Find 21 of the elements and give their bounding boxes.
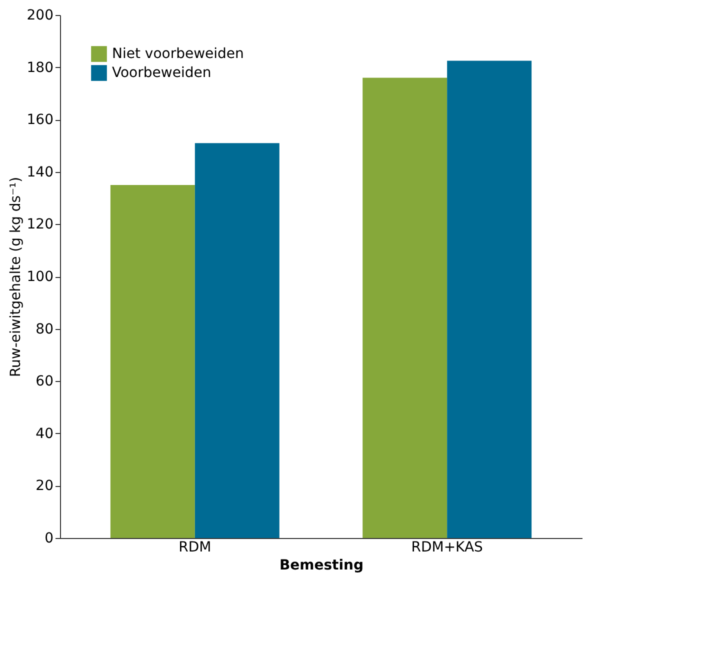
y-axis-title: Ruw-eiwitgehalte (g kg ds⁻¹) — [8, 176, 24, 378]
y-tick-label: 40 — [36, 426, 54, 442]
y-tick-label: 80 — [36, 321, 54, 338]
x-tick-label: RDM+KAS — [411, 540, 484, 556]
y-tick-label: 120 — [26, 216, 54, 233]
y-tick-label: 200 — [26, 8, 54, 24]
legend-label: Voorbeweiden — [112, 65, 212, 81]
y-tick-label: 100 — [26, 269, 54, 285]
bar — [194, 143, 280, 538]
bar — [110, 184, 195, 538]
y-tick-label: 20 — [36, 478, 54, 494]
x-axis-title: Bemesting — [279, 558, 364, 574]
y-tick-label: 60 — [36, 374, 54, 390]
x-tick-label: RDM — [178, 540, 212, 556]
bar — [362, 78, 448, 538]
bar — [447, 60, 532, 538]
legend-label: Niet voorbeweiden — [112, 46, 244, 62]
y-tick-label: 140 — [26, 164, 54, 180]
y-tick-label: 0 — [44, 530, 54, 546]
y-tick-label: 180 — [26, 60, 54, 76]
y-tick-label: 160 — [26, 112, 54, 128]
